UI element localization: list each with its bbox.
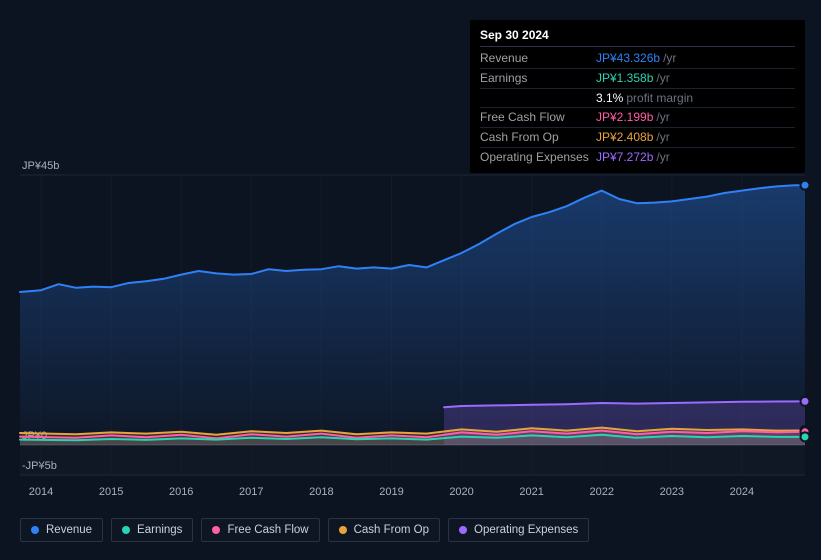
tooltip-row-value: JP¥2.199b (596, 109, 653, 126)
tooltip-row-suffix: /yr (656, 109, 669, 126)
tooltip-row: Free Cash FlowJP¥2.199b/yr (480, 108, 795, 128)
svg-text:2014: 2014 (29, 486, 53, 498)
tooltip-row-label: Earnings (480, 70, 596, 87)
svg-text:2017: 2017 (239, 486, 263, 498)
svg-text:2023: 2023 (660, 486, 684, 498)
legend-item-operating_expenses[interactable]: Operating Expenses (448, 518, 589, 542)
legend-item-label: Cash From Op (354, 524, 429, 536)
tooltip-row: EarningsJP¥1.358b/yr (480, 69, 795, 89)
tooltip-subrow-value: 3.1% (596, 90, 623, 107)
tooltip-row: Operating ExpensesJP¥7.272b/yr (480, 148, 795, 167)
tooltip-row-label: Revenue (480, 50, 596, 67)
legend-item-free_cash_flow[interactable]: Free Cash Flow (201, 518, 319, 542)
legend-item-label: Revenue (46, 524, 92, 536)
svg-text:JP¥45b: JP¥45b (22, 160, 59, 172)
legend-dot-icon (212, 526, 220, 534)
chart-tooltip: Sep 30 2024 RevenueJP¥43.326b/yrEarnings… (470, 20, 805, 173)
tooltip-row-suffix: /yr (656, 129, 669, 146)
tooltip-row-value: JP¥1.358b (596, 70, 653, 87)
tooltip-row-suffix: /yr (656, 70, 669, 87)
tooltip-row-suffix: /yr (656, 149, 669, 166)
legend-dot-icon (459, 526, 467, 534)
tooltip-row: RevenueJP¥43.326b/yr (480, 49, 795, 69)
legend-dot-icon (122, 526, 130, 534)
tooltip-row-label: Operating Expenses (480, 149, 596, 166)
legend-item-revenue[interactable]: Revenue (20, 518, 103, 542)
legend-dot-icon (339, 526, 347, 534)
tooltip-subrow-label: profit margin (626, 90, 693, 107)
legend-item-label: Free Cash Flow (227, 524, 308, 536)
tooltip-row-label: Free Cash Flow (480, 109, 596, 126)
tooltip-row-value: JP¥2.408b (596, 129, 653, 146)
tooltip-row: Cash From OpJP¥2.408b/yr (480, 128, 795, 148)
svg-text:2018: 2018 (309, 486, 333, 498)
legend-dot-icon (31, 526, 39, 534)
tooltip-row-value: JP¥43.326b (596, 50, 660, 67)
svg-text:2015: 2015 (99, 486, 123, 498)
legend-item-cash_from_op[interactable]: Cash From Op (328, 518, 440, 542)
tooltip-subrow: 3.1%profit margin (480, 89, 795, 109)
legend-item-label: Operating Expenses (474, 524, 578, 536)
svg-text:2021: 2021 (519, 486, 543, 498)
legend-item-earnings[interactable]: Earnings (111, 518, 193, 542)
svg-text:2024: 2024 (730, 486, 754, 498)
tooltip-row-suffix: /yr (663, 50, 676, 67)
tooltip-date: Sep 30 2024 (480, 28, 795, 47)
svg-text:2016: 2016 (169, 486, 193, 498)
tooltip-row-label: Cash From Op (480, 129, 596, 146)
tooltip-row-value: JP¥7.272b (596, 149, 653, 166)
svg-text:2022: 2022 (589, 486, 613, 498)
legend-item-label: Earnings (137, 524, 182, 536)
svg-text:2019: 2019 (379, 486, 403, 498)
svg-text:2020: 2020 (449, 486, 473, 498)
chart-legend: Revenue Earnings Free Cash Flow Cash From O… (20, 518, 589, 542)
